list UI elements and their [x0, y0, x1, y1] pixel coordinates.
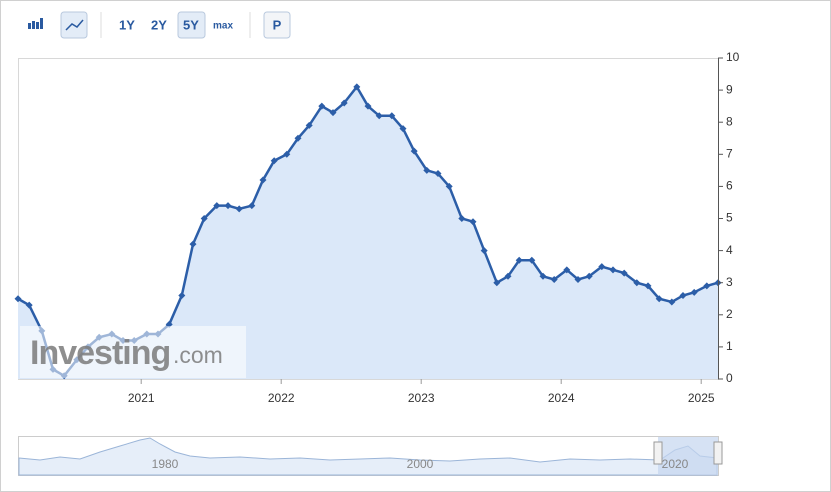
- marker: [329, 109, 337, 117]
- navigator: 1980 2000 2020: [18, 436, 723, 476]
- marker: [410, 147, 418, 155]
- marker: [423, 166, 431, 174]
- marker: [248, 202, 256, 210]
- y-tick-label: 8: [726, 114, 733, 128]
- marker: [25, 301, 33, 309]
- range-button[interactable]: 1Y: [119, 17, 135, 32]
- marker: [550, 275, 558, 283]
- x-tick-label: 2022: [268, 391, 295, 405]
- marker: [270, 157, 278, 165]
- marker: [353, 83, 361, 91]
- marker: [445, 182, 453, 190]
- marker: [14, 295, 22, 303]
- marker: [224, 202, 232, 210]
- marker: [189, 240, 197, 248]
- watermark-bg: [20, 326, 246, 378]
- marker: [515, 256, 523, 264]
- marker: [528, 256, 536, 264]
- range-button[interactable]: 2Y: [151, 17, 167, 32]
- y-tick-label: 0: [726, 371, 733, 385]
- navigator-label: 1980: [152, 457, 179, 471]
- x-tick-label: 2023: [408, 391, 435, 405]
- y-tick-label: 1: [726, 339, 733, 353]
- navigator-selection[interactable]: [658, 437, 718, 475]
- watermark-brand: Investing: [30, 334, 170, 372]
- navigator-handle[interactable]: [653, 441, 663, 465]
- y-tick-label: 5: [726, 211, 733, 225]
- marker: [480, 247, 488, 255]
- marker: [703, 282, 711, 290]
- watermark-suffix: .com: [173, 342, 223, 368]
- marker: [668, 298, 676, 306]
- toolbar: 1Y 2Y 5Y max P: [28, 11, 291, 39]
- bar-chart-icon[interactable]: [28, 18, 43, 29]
- marker: [388, 112, 396, 120]
- x-tick-label: 2021: [128, 391, 155, 405]
- plot: 0 1 2 3 4 5 6 7 8 9 10 2021 2022 2023 2024 2025: [14, 50, 740, 405]
- marker: [655, 295, 663, 303]
- y-tick-label: 4: [726, 243, 733, 257]
- marker: [609, 266, 617, 274]
- marker: [493, 279, 501, 287]
- y-tick-label: 6: [726, 179, 733, 193]
- y-tick-label: 2: [726, 307, 733, 321]
- marker: [458, 215, 466, 222]
- marker: [690, 288, 698, 296]
- active-button-bg: [177, 11, 206, 39]
- marker: [294, 134, 302, 142]
- p-button[interactable]: P: [273, 17, 282, 32]
- y-tick-label: 10: [726, 50, 740, 64]
- navigator-handle[interactable]: [713, 441, 723, 465]
- x-tick-label: 2025: [688, 391, 715, 405]
- navigator-label: 2000: [407, 457, 434, 471]
- marker: [434, 170, 442, 178]
- marker: [644, 282, 652, 290]
- marker: [399, 125, 407, 133]
- area-fill: [18, 86, 718, 379]
- marker: [200, 215, 208, 222]
- range-button[interactable]: 5Y: [183, 17, 199, 32]
- marker: [620, 269, 628, 277]
- marker: [375, 112, 383, 120]
- range-button[interactable]: max: [213, 21, 233, 32]
- marker: [598, 263, 606, 271]
- marker: [213, 202, 221, 210]
- marker: [235, 205, 243, 213]
- marker: [563, 266, 571, 274]
- x-tick-label: 2024: [548, 391, 575, 405]
- line-chart-icon[interactable]: [60, 11, 88, 39]
- marker: [259, 176, 267, 184]
- marker: [585, 272, 593, 280]
- y-tick-label: 3: [726, 275, 733, 289]
- marker: [340, 99, 348, 107]
- navigator-label: 2020: [662, 457, 689, 471]
- marker: [469, 218, 477, 226]
- watermark: Investing .com: [20, 326, 246, 378]
- marker: [539, 272, 547, 280]
- marker: [305, 121, 313, 129]
- marker: [574, 275, 582, 283]
- marker: [364, 102, 372, 110]
- y-tick-label: 7: [726, 146, 733, 160]
- marker: [679, 292, 687, 300]
- marker: [633, 279, 641, 287]
- marker: [178, 292, 186, 300]
- button-bg: [263, 11, 291, 39]
- marker: [283, 150, 291, 158]
- marker: [318, 102, 326, 110]
- marker: [504, 272, 512, 280]
- y-tick-label: 9: [726, 82, 733, 96]
